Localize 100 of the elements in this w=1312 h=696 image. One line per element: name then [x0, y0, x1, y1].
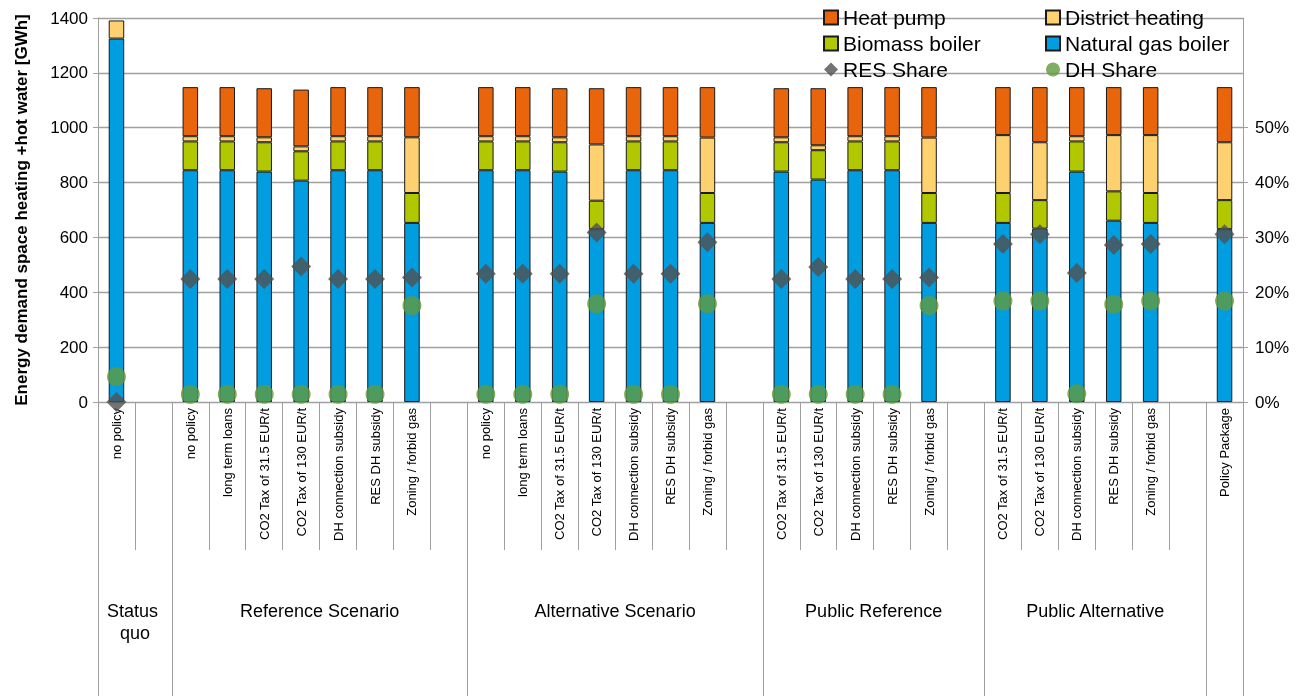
point [992, 234, 1013, 255]
point [771, 384, 791, 404]
x-tick-label: no policy [182, 407, 198, 460]
y2-tick-label: 30% [1255, 227, 1290, 247]
y-axis-title: Energy demand space heating +hot water [GWh] [12, 14, 31, 406]
point [882, 269, 903, 290]
point [254, 269, 275, 290]
point [1214, 224, 1235, 245]
point [291, 384, 311, 404]
x-tick-label: RES DH subsidy [884, 407, 900, 505]
legend-label: RES Share [843, 58, 949, 81]
y2-tick-label: 10% [1255, 337, 1290, 357]
point [882, 384, 902, 404]
bar [773, 88, 790, 138]
x-tick-label: CO2 Tax of 130 EUR/t [810, 407, 826, 537]
point [1067, 384, 1087, 404]
x-tick-label: DH connection subsidy [626, 407, 642, 541]
x-tick-label: CO2 Tax of 130 EUR/t [1032, 407, 1048, 537]
point [365, 269, 386, 290]
y2-tick-label: 20% [1255, 282, 1290, 302]
x-tick-label: no policy [108, 407, 124, 460]
point [993, 291, 1013, 311]
point [697, 294, 717, 314]
text: Public Reference [805, 601, 943, 621]
point [1030, 291, 1050, 311]
point [513, 384, 533, 404]
point [624, 384, 644, 404]
point [549, 263, 570, 284]
x-tick-label: CO2 Tax of 130 EUR/t [589, 407, 605, 537]
point [476, 384, 496, 404]
point [1141, 291, 1161, 311]
x-tick-label: Zoning / forbid gas [1143, 407, 1159, 516]
point [1104, 294, 1124, 314]
x-tick-label: RES DH subsidy [663, 407, 678, 505]
bar [293, 89, 309, 147]
point [106, 367, 126, 387]
y2-tick-label: 50% [1255, 118, 1290, 138]
x-tick-label: DH connection subsidy [847, 407, 863, 541]
point [586, 222, 607, 243]
point [845, 269, 866, 290]
point [919, 267, 940, 288]
point [661, 384, 680, 404]
bar [551, 88, 568, 138]
x-tick-label: CO2 Tax of 31.5 EUR/t [256, 407, 272, 540]
point [401, 267, 422, 288]
point [623, 263, 644, 284]
x-tick-label: DH connection subsidy [330, 407, 346, 541]
x-tick-label: Zoning / forbid gas [699, 407, 715, 516]
point [365, 384, 385, 404]
point [1029, 224, 1050, 245]
y-tick-label: 200 [59, 337, 88, 357]
x-tick-label: CO2 Tax of 31.5 EUR/t [773, 407, 789, 540]
point [180, 269, 201, 290]
text: Status quo [106, 601, 163, 643]
point [1140, 234, 1161, 255]
point [217, 384, 237, 404]
point [919, 295, 939, 315]
legend-label: Natural gas boiler [1065, 32, 1230, 55]
y2-tick-label: 40% [1255, 173, 1290, 193]
x-tick-label: RES DH subsidy [1106, 407, 1122, 505]
point [180, 384, 200, 404]
point [512, 263, 533, 284]
point [328, 384, 348, 404]
x-tick-label: Policy Package [1217, 408, 1233, 497]
point [217, 269, 238, 290]
bar [810, 88, 826, 146]
x-tick-label: no policy [478, 407, 494, 460]
y-tick-label: 600 [59, 227, 88, 247]
point [475, 263, 496, 284]
text: Public Alternative [1026, 601, 1165, 621]
point [328, 269, 349, 290]
point [254, 384, 274, 404]
y2-tick-label: 0% [1255, 392, 1280, 412]
bar [256, 88, 272, 138]
y-tick-label: 400 [59, 282, 88, 302]
x-tick-label: Zoning / forbid gas [404, 407, 420, 516]
point [808, 257, 829, 278]
point [845, 384, 865, 404]
x-tick-label: Zoning / forbid gas [921, 407, 937, 516]
point [1066, 263, 1087, 284]
x-tick-label: long term loans [515, 407, 531, 497]
x-tick-label: DH connection subsidy [1069, 407, 1085, 541]
x-tick-label: CO2 Tax of 31.5 EUR/t [995, 407, 1011, 540]
point [291, 256, 312, 277]
text: Alternative Scenario [534, 601, 696, 621]
y-tick-label: 800 [59, 173, 88, 193]
point [1215, 291, 1235, 311]
legend-label: Biomass boiler [843, 32, 981, 55]
x-tick-label: RES DH subsidy [367, 407, 383, 505]
y-tick-label: 1400 [50, 8, 88, 28]
point [550, 384, 570, 404]
x-tick-label: CO2 Tax of 31.5 EUR/t [552, 407, 568, 540]
point [808, 384, 828, 404]
text: Reference Scenario [240, 601, 400, 621]
point [660, 263, 681, 284]
point [587, 294, 607, 314]
y-tick-label: 1000 [50, 118, 88, 138]
point [771, 269, 792, 290]
x-tick-label: long term loans [219, 407, 235, 497]
y-tick-label: 0 [78, 392, 88, 412]
